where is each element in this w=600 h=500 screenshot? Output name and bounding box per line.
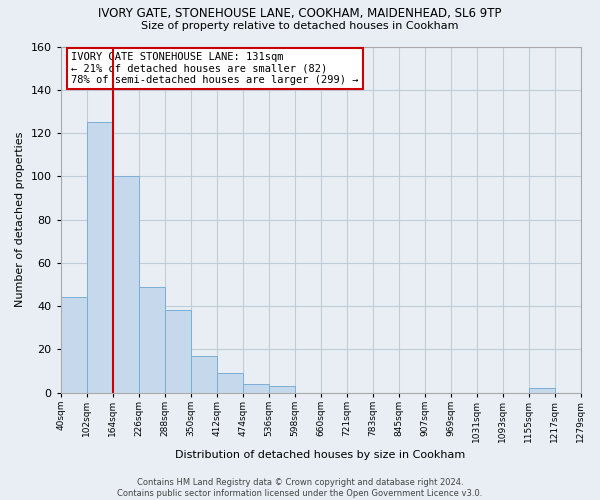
Bar: [61, 298, 86, 392]
Bar: [529, 388, 554, 392]
Bar: [86, 122, 113, 392]
Bar: [164, 310, 191, 392]
Y-axis label: Number of detached properties: Number of detached properties: [15, 132, 25, 307]
Bar: [242, 384, 269, 392]
Bar: [269, 386, 295, 392]
Text: IVORY GATE, STONEHOUSE LANE, COOKHAM, MAIDENHEAD, SL6 9TP: IVORY GATE, STONEHOUSE LANE, COOKHAM, MA…: [98, 8, 502, 20]
Text: Contains HM Land Registry data © Crown copyright and database right 2024.
Contai: Contains HM Land Registry data © Crown c…: [118, 478, 482, 498]
Bar: [191, 356, 217, 393]
Bar: [113, 176, 139, 392]
Text: Size of property relative to detached houses in Cookham: Size of property relative to detached ho…: [141, 21, 459, 31]
Bar: [139, 286, 164, 393]
Text: IVORY GATE STONEHOUSE LANE: 131sqm
← 21% of detached houses are smaller (82)
78%: IVORY GATE STONEHOUSE LANE: 131sqm ← 21%…: [71, 52, 359, 85]
Bar: [217, 373, 242, 392]
X-axis label: Distribution of detached houses by size in Cookham: Distribution of detached houses by size …: [175, 450, 466, 460]
